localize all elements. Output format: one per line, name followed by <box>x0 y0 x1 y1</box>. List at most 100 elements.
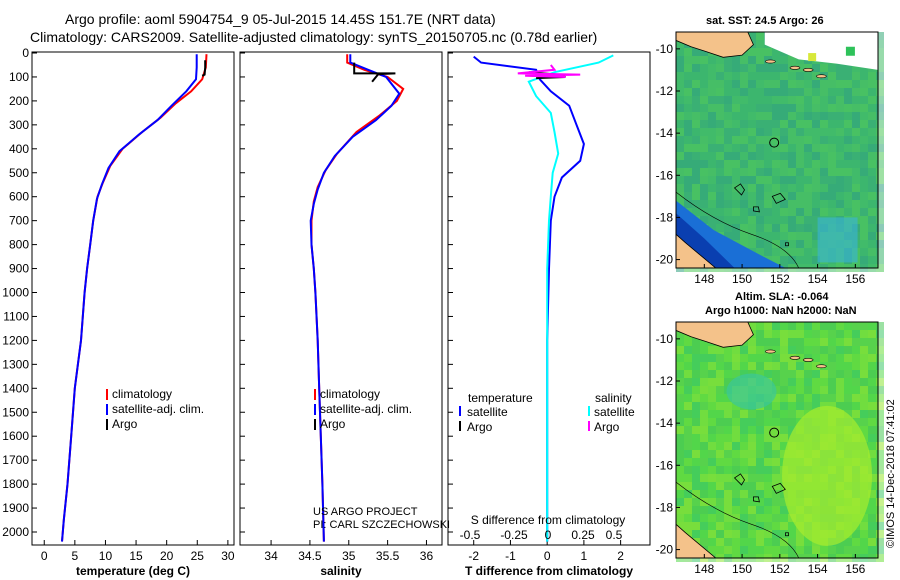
map-cell <box>724 538 732 546</box>
map-cell <box>724 128 732 136</box>
map-cell <box>876 354 884 362</box>
map-cell <box>724 418 732 426</box>
map-cell <box>772 474 780 482</box>
map-cell <box>756 442 764 450</box>
map-cell <box>788 378 796 386</box>
map-cell <box>700 112 708 120</box>
map-cell <box>868 354 876 362</box>
map-cell <box>876 40 884 48</box>
map-cell <box>876 482 884 490</box>
map-cell <box>772 144 780 152</box>
map-cell <box>684 474 692 482</box>
map-cell <box>764 506 772 514</box>
map-cell <box>732 136 740 144</box>
map-cell <box>724 346 732 354</box>
legend-label: Argo <box>112 417 138 431</box>
legend-label: Argo <box>320 417 346 431</box>
map-cell <box>804 248 812 256</box>
map-cell <box>716 402 724 410</box>
map-cell <box>676 434 684 442</box>
map-cell <box>740 104 748 112</box>
island <box>816 364 827 369</box>
map-cell <box>780 450 788 458</box>
map-cell <box>676 104 684 112</box>
map-cell <box>684 112 692 120</box>
map-cell <box>740 442 748 450</box>
map-cell <box>844 168 852 176</box>
map-cell <box>804 144 812 152</box>
map-cell <box>772 362 780 370</box>
map-cell <box>708 418 716 426</box>
map-cell <box>756 112 764 120</box>
x-tick-label: 0 <box>544 549 551 563</box>
map-cell <box>732 168 740 176</box>
map-cell <box>796 96 804 104</box>
map-cell <box>788 240 796 248</box>
map-cell <box>692 402 700 410</box>
map-cell <box>748 160 756 168</box>
map-cell <box>852 538 860 546</box>
map-cell <box>852 88 860 96</box>
map-cell <box>804 160 812 168</box>
map-cell <box>812 120 820 128</box>
map-cell <box>868 322 876 330</box>
map-cell <box>860 88 868 96</box>
map-cell <box>716 96 724 104</box>
map-cell <box>860 386 868 394</box>
map-cell <box>716 152 724 160</box>
map-cell <box>748 72 756 80</box>
y-tick-label: 100 <box>9 70 29 84</box>
map-cell <box>812 128 820 136</box>
map-cell <box>868 200 876 208</box>
map-cell <box>732 80 740 88</box>
map-cell <box>780 192 788 200</box>
map-cell <box>876 208 884 216</box>
map-cell <box>796 370 804 378</box>
depth-contour <box>675 481 799 559</box>
map-cell <box>764 88 772 96</box>
secondary-x-tick-label: -0.5 <box>460 528 481 542</box>
map-cell <box>764 136 772 144</box>
map-cell <box>812 362 820 370</box>
map-cell <box>764 418 772 426</box>
map-cell <box>764 410 772 418</box>
map-cell <box>700 200 708 208</box>
map-cell <box>844 136 852 144</box>
map-cell <box>684 120 692 128</box>
map-cell <box>708 152 716 160</box>
map-cell <box>836 96 844 104</box>
map-cell <box>732 546 740 554</box>
map-cell <box>764 490 772 498</box>
map-cell <box>788 538 796 546</box>
map-cell <box>876 322 884 330</box>
map-cell <box>756 120 764 128</box>
map-cell <box>740 450 748 458</box>
map-cell <box>868 490 876 498</box>
map-cell <box>772 338 780 346</box>
map-cell <box>876 136 884 144</box>
map-cell <box>868 136 876 144</box>
map-cell <box>724 216 732 224</box>
map-cell <box>860 184 868 192</box>
map-cell <box>812 354 820 362</box>
map-cell <box>876 72 884 80</box>
map-cell <box>876 554 884 562</box>
x-tick-label: 36 <box>420 549 434 563</box>
map-cell <box>740 466 748 474</box>
map-cell <box>700 538 708 546</box>
map-cell <box>692 192 700 200</box>
map-cell <box>836 354 844 362</box>
map-cell <box>804 378 812 386</box>
map-cell <box>700 56 708 64</box>
difference-panel: -2 -1 0 1 2T difference from climatology temp… <box>447 51 651 578</box>
series-line-climatology <box>310 54 405 542</box>
map-cell <box>724 466 732 474</box>
map-cell <box>780 498 788 506</box>
map-cell <box>708 506 716 514</box>
map-cell <box>716 168 724 176</box>
map-cell <box>732 232 740 240</box>
map-cell <box>676 402 684 410</box>
map-cell <box>732 354 740 362</box>
map-cell <box>876 362 884 370</box>
map-cell <box>772 418 780 426</box>
